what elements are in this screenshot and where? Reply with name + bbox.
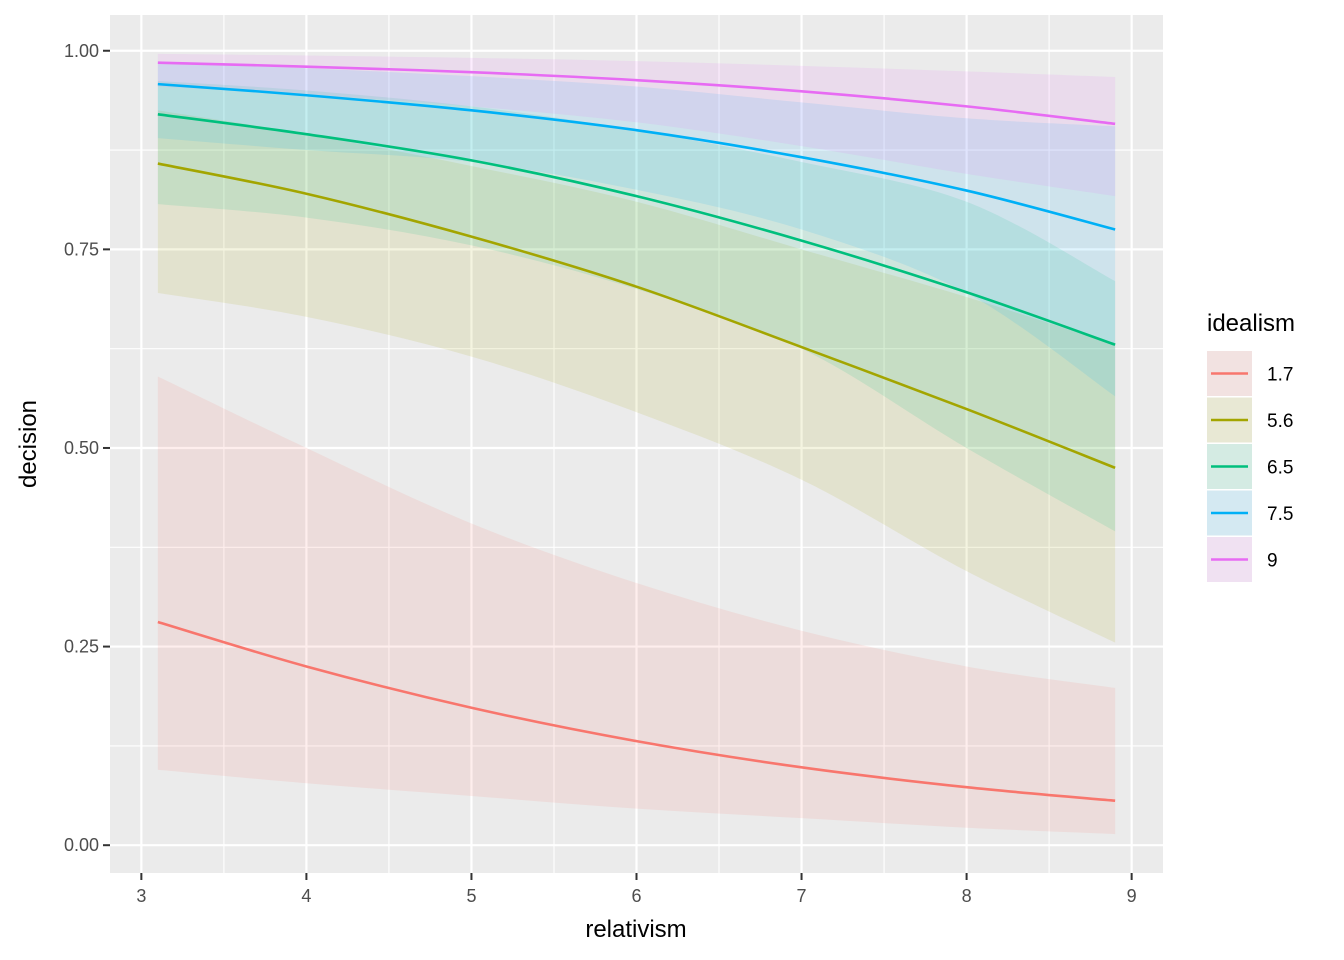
y-tick-label: 1.00: [64, 41, 99, 61]
axes: 3 4 5 6 7 8 9 0.00 0.25 0.50 0.75 1.00: [64, 41, 1137, 906]
series-lines: [157, 61, 1116, 803]
x-tick-label: 3: [136, 886, 146, 906]
x-tick-label: 5: [466, 886, 476, 906]
ribbon-7.5: [157, 62, 1116, 397]
x-tick-label: 4: [301, 886, 311, 906]
series-line-1.7: [157, 620, 1116, 803]
confidence-ribbons: [157, 53, 1116, 835]
x-tick-label: 8: [962, 886, 972, 906]
y-tick-label: 0.00: [64, 835, 99, 855]
series-line-5.6: [157, 162, 1116, 470]
grid-major: [110, 15, 1163, 873]
ribbon-6.5: [157, 80, 1116, 532]
x-axis-title: relativism: [585, 916, 686, 943]
ribbon-1.7: [157, 376, 1116, 835]
legend-label: 7.5: [1267, 504, 1293, 525]
x-tick-label: 6: [631, 886, 641, 906]
legend-title: idealism: [1207, 310, 1295, 337]
ribbon-5.6: [157, 110, 1116, 643]
x-tick-label: 7: [797, 886, 807, 906]
legend: idealism 1.7 5.6 6.5 7.5 9: [1207, 310, 1295, 582]
legend-label: 6.5: [1267, 458, 1293, 479]
y-tick-label: 0.50: [64, 438, 99, 458]
ribbon-9: [157, 53, 1116, 197]
y-axis-title: decision: [15, 400, 42, 488]
y-tick-label: 0.75: [64, 239, 99, 259]
series-line-9: [157, 61, 1116, 126]
y-tick-label: 0.25: [64, 637, 99, 657]
legend-label: 5.6: [1267, 411, 1293, 432]
series-line-7.5: [157, 82, 1116, 231]
legend-label: 9: [1267, 551, 1278, 572]
x-tick-label: 9: [1127, 886, 1137, 906]
legend-label: 1.7: [1267, 365, 1293, 386]
series-line-6.5: [157, 113, 1116, 346]
